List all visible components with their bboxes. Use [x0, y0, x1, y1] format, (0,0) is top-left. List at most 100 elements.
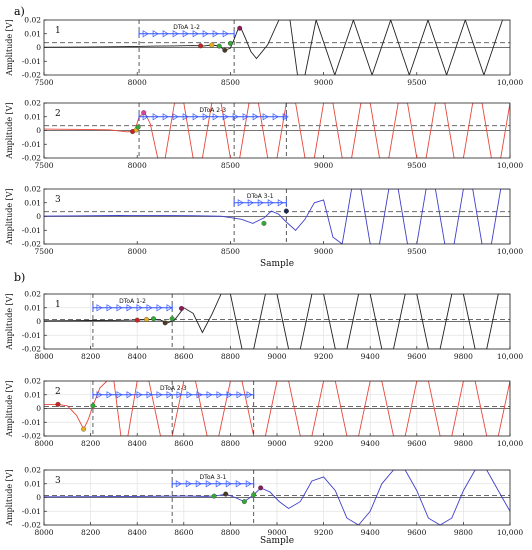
dtoa-arrowhead [166, 304, 173, 312]
y-tick-label: 0.02 [24, 290, 41, 299]
x-tick-label: 9600 [407, 439, 426, 448]
y-tick-label: -0.02 [22, 432, 41, 441]
y-tick-label: 0.01 [24, 198, 41, 207]
subplot-a-3: 7500 8000 8500 9000 9500 10,000 0.02 0.01 0 -0.01… [5, 185, 523, 257]
y-tick-label: -0.02 [22, 154, 41, 163]
x-tick-label: 9600 [407, 528, 426, 537]
x-tick-label: 9800 [454, 352, 473, 361]
x-tick-label: 10,000 [497, 161, 523, 170]
event-marker [251, 492, 257, 498]
subplot-b-1: 8000 8200 8400 8600 8800 9000 9200 9400 9600 9800… [5, 290, 523, 362]
event-marker [283, 208, 289, 214]
y-tick-label: -0.01 [22, 57, 41, 66]
y-tick-label: -0.02 [22, 521, 41, 530]
x-tick-label: 10,000 [497, 78, 523, 87]
dtoa-arrowhead [156, 391, 163, 399]
dtoa-arrowhead [186, 391, 193, 399]
x-tick-label: 9500 [407, 161, 426, 170]
dtoa-arrowhead [182, 113, 189, 121]
signal-line [44, 189, 510, 244]
panel-a-label: a) [14, 5, 25, 18]
x-tick-label: 8800 [221, 439, 240, 448]
x-tick-label: 8800 [221, 528, 240, 537]
event-marker [81, 426, 87, 432]
plot-area [44, 20, 510, 75]
dtoa-arrowhead [242, 113, 249, 121]
x-tick-label: 9400 [361, 528, 380, 537]
plot-area [44, 189, 510, 244]
event-marker [237, 25, 243, 31]
plot-area [44, 381, 510, 436]
x-tick-label: 7500 [34, 78, 53, 87]
axes-frame [43, 469, 511, 526]
x-tick-label: 10,000 [497, 352, 523, 361]
x-tick-label: 9800 [454, 528, 473, 537]
x-tick-label: 9000 [267, 528, 286, 537]
y-tick-label: -0.01 [22, 226, 41, 235]
dtoa-arrowhead [282, 113, 289, 121]
dtoa-arrowhead [116, 391, 123, 399]
event-marker [211, 493, 217, 499]
y-tick-label: 0.01 [24, 112, 41, 121]
x-tick-label: 9200 [314, 352, 333, 361]
dtoa-arrowhead [136, 304, 143, 312]
dtoa-arrowhead [142, 113, 149, 121]
x-tick-label: 9600 [407, 352, 426, 361]
dtoa-arrowhead [215, 480, 222, 488]
dtoa-arrowhead [136, 391, 143, 399]
x-tick-label: 9400 [361, 352, 380, 361]
panel-b-label: b) [14, 271, 25, 284]
x-axis-label: Sample [260, 536, 294, 546]
event-marker [179, 305, 184, 311]
dtoa-arrowhead [152, 113, 159, 121]
y-tick-label: -0.02 [22, 345, 41, 354]
x-tick-label: 9000 [267, 352, 286, 361]
dtoa-arrowhead [116, 304, 123, 312]
dtoa-arrowhead [176, 391, 183, 399]
plots-layer: 7500 8000 8500 9000 9500 10,000 0.02 0.01 0 -0.01… [5, 16, 523, 547]
event-marker [227, 40, 233, 46]
x-tick-label: 9200 [314, 439, 333, 448]
dtoa-arrowhead [192, 113, 199, 121]
dtoa-label: DToA 2-3 [199, 107, 226, 114]
x-tick-label: 8200 [81, 528, 100, 537]
y-tick-label: 0 [36, 404, 41, 413]
dtoa-arrowhead [175, 480, 182, 488]
dtoa-arrowhead [96, 304, 103, 312]
y-tick-label: 0.02 [24, 16, 41, 25]
dtoa-arrowhead [252, 113, 259, 121]
event-marker [90, 403, 96, 409]
axes-frame [43, 380, 511, 437]
dtoa-arrowhead [126, 304, 133, 312]
dtoa-arrowhead [142, 30, 149, 38]
y-tick-label: -0.01 [22, 507, 41, 516]
subplot-number-label: 2 [55, 109, 61, 119]
y-axis-label: Amplitude [V] [5, 469, 14, 526]
x-axis-label: Sample [260, 259, 294, 269]
dtoa-arrowhead [235, 480, 242, 488]
subplot-number-label: 1 [55, 300, 61, 310]
dtoa-arrowhead [222, 30, 229, 38]
x-tick-label: 8600 [174, 528, 193, 537]
signal-line [44, 20, 510, 75]
dtoa-arrowhead [146, 304, 153, 312]
y-tick-label: 0.01 [24, 390, 41, 399]
dtoa-arrowhead [166, 391, 173, 399]
event-marker [162, 320, 168, 326]
x-tick-label: 8400 [128, 439, 147, 448]
signal-line [44, 470, 510, 525]
dtoa-arrowhead [247, 199, 254, 207]
x-tick-label: 7500 [34, 161, 53, 170]
dtoa-arrowhead [245, 480, 252, 488]
dtoa-arrowhead [277, 199, 284, 207]
event-marker [258, 485, 264, 491]
dtoa-arrowhead [192, 30, 199, 38]
dtoa-label: DToA 1-2 [173, 24, 200, 31]
y-tick-label: -0.02 [22, 71, 41, 80]
event-marker [144, 316, 149, 322]
event-marker [216, 43, 222, 49]
x-tick-label: 8600 [174, 352, 193, 361]
dtoa-arrowhead [106, 391, 113, 399]
subplot-number-label: 1 [55, 26, 61, 36]
